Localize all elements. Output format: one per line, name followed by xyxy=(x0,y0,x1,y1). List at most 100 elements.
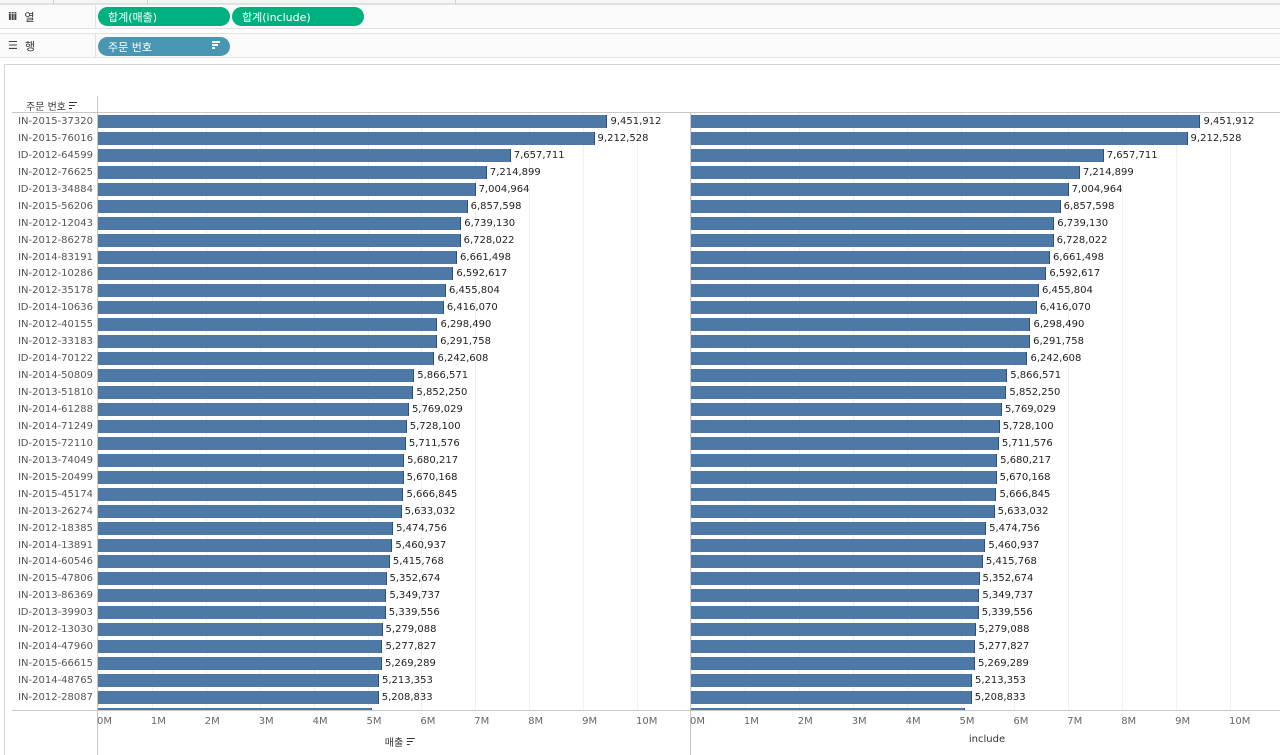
bar[interactable] xyxy=(691,199,1061,213)
sort-descending-icon[interactable] xyxy=(407,737,416,746)
row-label[interactable]: IN-2012-18385 xyxy=(18,522,93,534)
bar-partial[interactable] xyxy=(691,707,965,710)
x-axis-title-include[interactable]: include xyxy=(969,734,1005,745)
row-label[interactable]: IN-2015-20499 xyxy=(18,471,93,483)
pill-sum-include[interactable]: 합계(include) xyxy=(232,7,364,26)
bar[interactable] xyxy=(691,402,1002,416)
bar[interactable] xyxy=(98,131,595,145)
bar[interactable] xyxy=(691,470,997,484)
bar[interactable] xyxy=(98,250,458,264)
row-label[interactable]: IN-2015-76016 xyxy=(18,132,93,144)
bar[interactable] xyxy=(691,318,1031,332)
row-label[interactable]: ID-2014-70122 xyxy=(17,353,93,365)
bar[interactable] xyxy=(691,487,997,501)
row-label[interactable]: IN-2014-13891 xyxy=(18,539,93,551)
row-label[interactable]: ID-2014-10636 xyxy=(17,302,93,314)
row-label[interactable]: IN-2012-35178 xyxy=(18,285,93,297)
row-label[interactable]: IN-2014-61288 xyxy=(18,403,93,415)
bar[interactable] xyxy=(691,369,1008,383)
row-header-order-id[interactable]: 주문 번호 xyxy=(26,98,77,113)
bar[interactable] xyxy=(691,386,1007,400)
bar[interactable] xyxy=(98,267,454,281)
bar[interactable] xyxy=(691,572,980,586)
bar[interactable] xyxy=(691,233,1054,247)
row-label[interactable]: IN-2015-66615 xyxy=(18,658,93,670)
bar[interactable] xyxy=(98,284,446,298)
row-label[interactable]: IN-2014-47960 xyxy=(18,641,93,653)
bar[interactable] xyxy=(98,115,608,128)
bar[interactable] xyxy=(98,335,438,349)
bar[interactable] xyxy=(691,250,1051,264)
bar[interactable] xyxy=(98,165,487,179)
row-label[interactable]: IN-2012-86278 xyxy=(18,234,93,246)
pill-sum-sales[interactable]: 합계(매출) xyxy=(98,7,230,26)
bar[interactable] xyxy=(691,216,1055,230)
row-label[interactable]: ID-2015-72110 xyxy=(17,437,93,449)
bar[interactable] xyxy=(691,623,976,637)
row-label[interactable]: IN-2012-40155 xyxy=(18,319,93,331)
bar[interactable] xyxy=(691,436,999,450)
bar[interactable] xyxy=(98,606,386,620)
bar[interactable] xyxy=(691,131,1188,145)
pill-order-id[interactable]: 주문 번호 xyxy=(98,37,230,56)
bar[interactable] xyxy=(691,352,1028,366)
row-label[interactable]: IN-2014-50809 xyxy=(18,370,93,382)
bar[interactable] xyxy=(98,572,387,586)
bar[interactable] xyxy=(98,640,383,654)
row-label[interactable]: IN-2013-86369 xyxy=(18,590,93,602)
bar[interactable] xyxy=(98,674,379,688)
row-label[interactable]: IN-2013-51810 xyxy=(18,387,93,399)
sort-descending-icon[interactable] xyxy=(212,41,220,49)
bar[interactable] xyxy=(691,640,976,654)
bar[interactable] xyxy=(691,521,987,535)
bar[interactable] xyxy=(691,182,1069,196)
row-label[interactable]: IN-2014-83191 xyxy=(18,251,93,263)
bar[interactable] xyxy=(691,674,972,688)
row-label[interactable]: IN-2014-60546 xyxy=(18,556,93,568)
bar[interactable] xyxy=(98,470,404,484)
row-label[interactable]: ID-2012-64599 xyxy=(17,149,93,161)
bar[interactable] xyxy=(98,182,476,196)
bar[interactable] xyxy=(98,521,394,535)
row-label[interactable]: IN-2015-45174 xyxy=(18,488,93,500)
sort-descending-icon[interactable] xyxy=(68,101,77,110)
row-label[interactable]: IN-2012-13030 xyxy=(18,624,93,636)
row-label[interactable]: IN-2013-26274 xyxy=(18,505,93,517)
bar[interactable] xyxy=(98,487,404,501)
bar[interactable] xyxy=(98,504,402,518)
row-label[interactable]: IN-2012-10286 xyxy=(18,268,93,280)
bar[interactable] xyxy=(691,284,1039,298)
row-label[interactable]: IN-2014-71249 xyxy=(18,420,93,432)
bar[interactable] xyxy=(691,453,998,467)
bar[interactable] xyxy=(98,386,414,400)
bar[interactable] xyxy=(98,657,382,671)
bar[interactable] xyxy=(98,623,383,637)
bar[interactable] xyxy=(98,402,409,416)
bar[interactable] xyxy=(98,233,461,247)
bar[interactable] xyxy=(98,538,393,552)
row-label[interactable]: ID-2013-34884 xyxy=(17,183,93,195)
bar-partial[interactable] xyxy=(98,707,372,710)
row-label[interactable]: IN-2014-48765 xyxy=(18,675,93,687)
bar[interactable] xyxy=(691,301,1037,315)
row-label[interactable]: ID-2013-39903 xyxy=(17,607,93,619)
bar[interactable] xyxy=(98,352,435,366)
row-label[interactable]: IN-2013-74049 xyxy=(18,454,93,466)
bar[interactable] xyxy=(98,216,462,230)
row-label[interactable]: IN-2015-37320 xyxy=(18,116,93,127)
bar[interactable] xyxy=(98,419,407,433)
row-label[interactable]: IN-2012-76625 xyxy=(18,166,93,178)
row-label[interactable]: IN-2012-12043 xyxy=(18,217,93,229)
bar[interactable] xyxy=(691,165,1080,179)
bar[interactable] xyxy=(691,335,1031,349)
row-label[interactable]: IN-2015-56206 xyxy=(18,200,93,212)
row-label[interactable]: IN-2012-33183 xyxy=(18,336,93,348)
bar[interactable] xyxy=(98,369,415,383)
bar[interactable] xyxy=(98,453,405,467)
row-label[interactable]: IN-2012-28087 xyxy=(18,691,93,703)
x-axis-title-sales[interactable]: 매출 xyxy=(385,734,416,749)
bar[interactable] xyxy=(691,148,1104,162)
row-label[interactable]: IN-2015-47806 xyxy=(18,573,93,585)
bar[interactable] xyxy=(98,301,444,315)
bar[interactable] xyxy=(98,589,387,603)
